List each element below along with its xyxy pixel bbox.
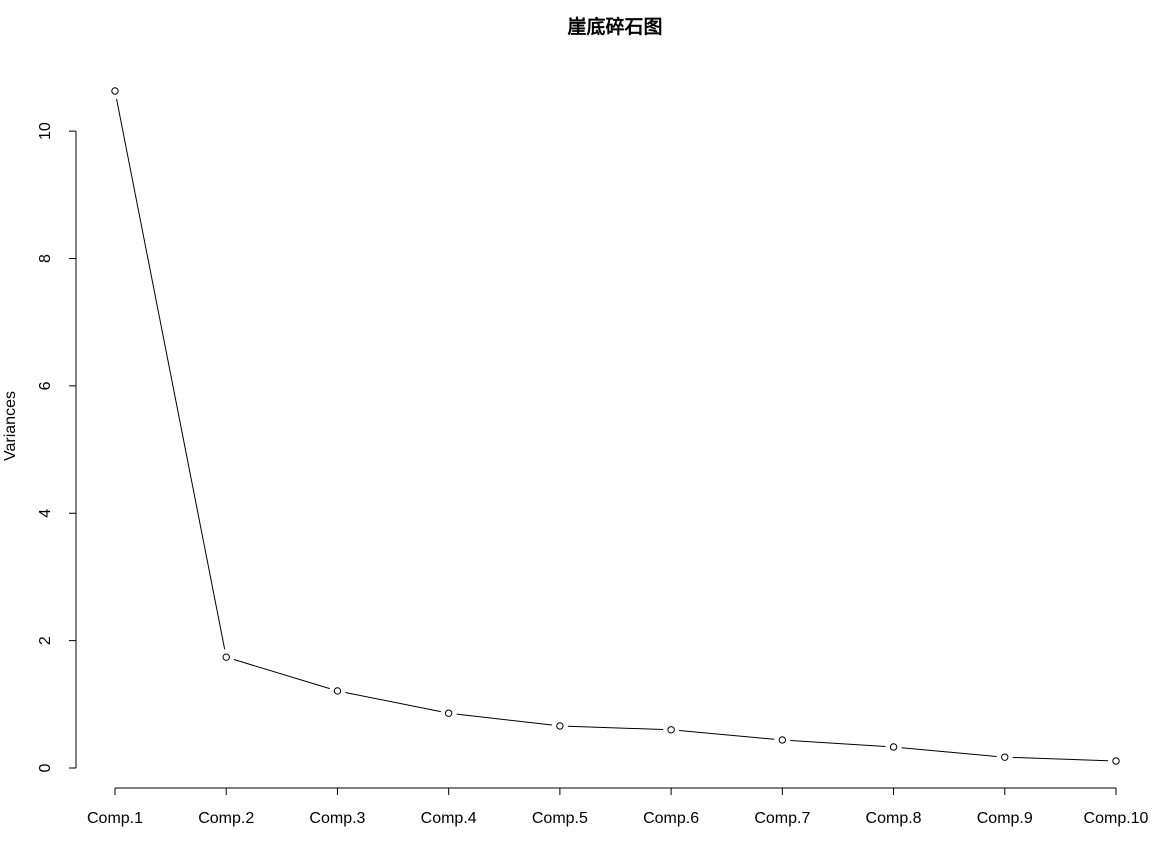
data-point [1001,753,1009,761]
x-tick-label: Comp.3 [309,810,365,827]
x-tick-label: Comp.4 [421,810,477,827]
x-tick-label: Comp.8 [866,810,922,827]
x-tick-label: Comp.2 [198,810,254,827]
y-axis-label: Variances [2,391,19,461]
x-tick-label: Comp.5 [532,810,588,827]
data-point [333,687,342,695]
y-tick-label: 2 [37,636,54,645]
y-tick-label: 10 [37,122,54,140]
x-tick-label: Comp.6 [643,810,699,827]
series-line-segment [1012,756,1109,762]
series-line-segment [790,739,886,747]
chart-title: 崖底碎石图 [567,15,662,38]
y-tick-label: 4 [37,509,54,518]
series-line-segment [345,692,441,713]
series [111,87,1120,765]
series-line-segment [116,98,226,650]
data-point [667,726,675,734]
x-tick-label: Comp.7 [754,810,810,827]
y-axis: 0 2 4 6 8 10 [37,122,77,772]
x-tick-label: Comp.1 [87,810,143,827]
y-tick-label: 8 [37,254,54,263]
data-point [222,653,230,661]
series-line-segment [567,725,664,731]
data-point [111,87,119,95]
series-line-segment [233,659,330,690]
data-point [1112,757,1120,765]
y-tick-label: 0 [37,763,54,772]
x-axis: Comp.1 Comp.2 Comp.3 Comp.4 Comp.5 Comp.6 Comp… [87,787,1149,827]
data-point [556,722,564,730]
series-line-segment [901,747,997,757]
x-tick-label: Comp.10 [1084,810,1149,827]
x-tick-label: Comp.9 [977,810,1033,827]
series-line-segment [456,713,552,726]
data-point [778,736,787,744]
series-line-segment [679,730,775,740]
data-point [889,743,898,751]
data-point [444,709,453,717]
y-tick-label: 6 [37,381,54,390]
